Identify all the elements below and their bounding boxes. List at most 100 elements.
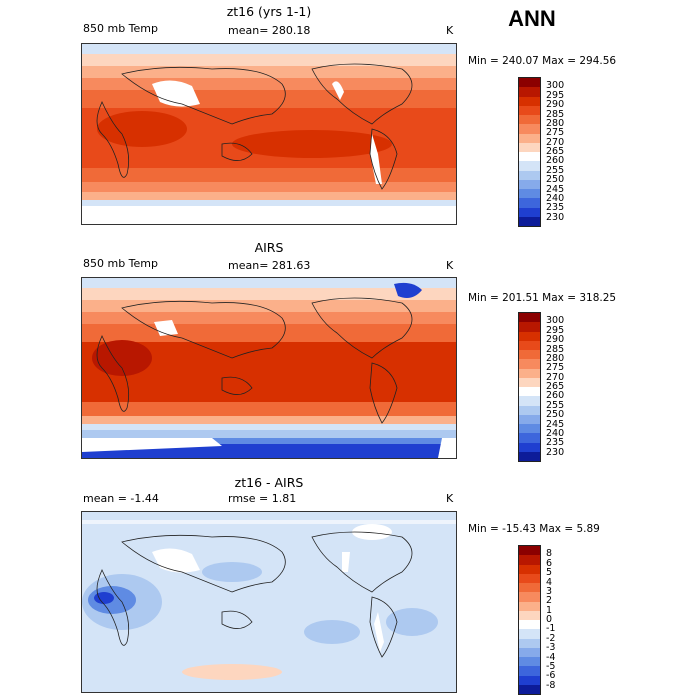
colorbar-tick-label: 3 bbox=[546, 585, 553, 597]
colorbar-tick-label: 280 bbox=[546, 352, 565, 364]
colorbar-tick-label: 245 bbox=[546, 418, 565, 430]
colorbar-swatch bbox=[519, 368, 540, 378]
colorbar-tick-label: 275 bbox=[546, 362, 565, 374]
colorbar-swatch bbox=[519, 657, 540, 667]
colorbar-swatch bbox=[519, 451, 540, 461]
colorbar-tick-label: 300 bbox=[546, 315, 565, 327]
colorbar-swatch bbox=[519, 331, 540, 341]
colorbar-swatch bbox=[519, 142, 540, 152]
colorbar-swatch bbox=[519, 322, 540, 332]
panel-1-units: K bbox=[446, 24, 454, 37]
colorbar-swatch bbox=[519, 340, 540, 350]
panel-3-title: zt16 - AIRS bbox=[234, 475, 304, 490]
colorbar-swatch bbox=[519, 115, 540, 125]
colorbar-tick-label: 295 bbox=[546, 89, 565, 101]
colorbar-tick-label: 285 bbox=[546, 343, 565, 355]
colorbar-tick-label: 2 bbox=[546, 595, 553, 607]
panel-1-variable-label: 850 mb Temp bbox=[83, 22, 159, 35]
colorbar-tick-label: 295 bbox=[546, 324, 565, 336]
colorbar-tick-label: 260 bbox=[546, 390, 565, 402]
colorbar-swatch bbox=[519, 78, 540, 88]
colorbar-swatch bbox=[519, 424, 540, 434]
colorbar-tick-label: 235 bbox=[546, 437, 565, 449]
colorbar-tick-label: 285 bbox=[546, 108, 565, 120]
colorbar-tick-label: 255 bbox=[546, 164, 565, 176]
colorbar-swatch bbox=[519, 610, 540, 620]
colorbar-tick-label: -4 bbox=[546, 651, 556, 663]
colorbar-swatch bbox=[519, 396, 540, 406]
colorbar-swatch bbox=[519, 601, 540, 611]
panel-1-title: zt16 (yrs 1-1) bbox=[226, 4, 312, 19]
colorbar-swatch bbox=[519, 96, 540, 106]
panel-1-mean: mean= 280.18 bbox=[228, 24, 311, 37]
colorbar-swatch bbox=[519, 638, 540, 648]
colorbar-tick-label: 245 bbox=[546, 183, 565, 195]
panel-2-mean: mean= 281.63 bbox=[228, 259, 311, 272]
colorbar-tick-label: -3 bbox=[546, 642, 556, 654]
colorbar-swatch bbox=[519, 198, 540, 208]
colorbar-tick-label: 275 bbox=[546, 127, 565, 139]
panel-2-minmax: Min = 201.51 Max = 318.25 bbox=[468, 292, 617, 304]
panel-2-map bbox=[81, 277, 457, 459]
panel-1-minmax: Min = 240.07 Max = 294.56 bbox=[468, 55, 617, 67]
colorbar-tick-label: 290 bbox=[546, 99, 565, 111]
colorbar-swatch bbox=[519, 442, 540, 452]
colorbar-tick-label: 265 bbox=[546, 146, 565, 157]
colorbar-swatch bbox=[519, 207, 540, 217]
colorbar-swatch bbox=[519, 161, 540, 171]
colorbar-tick-label: -5 bbox=[546, 660, 556, 672]
colorbar-tick-label: 0 bbox=[546, 614, 553, 625]
colorbar-tick-label: 300 bbox=[546, 80, 565, 92]
colorbar-swatch bbox=[519, 647, 540, 657]
panel-2-variable-label: 850 mb Temp bbox=[83, 257, 159, 270]
colorbar-swatch bbox=[519, 675, 540, 685]
colorbar-tick-label: -2 bbox=[546, 632, 556, 644]
colorbar-tick-label: 280 bbox=[546, 117, 565, 129]
colorbar-tick-label: 290 bbox=[546, 334, 565, 346]
colorbar-swatch bbox=[519, 216, 540, 226]
colorbar-swatch bbox=[519, 359, 540, 369]
colorbar-swatch bbox=[519, 87, 540, 97]
colorbar-swatch bbox=[519, 179, 540, 189]
colorbar-swatch bbox=[519, 377, 540, 387]
colorbar-swatch bbox=[519, 189, 540, 199]
colorbar-swatch bbox=[519, 133, 540, 143]
colorbar-swatch bbox=[519, 592, 540, 602]
panel-3-units: K bbox=[446, 492, 454, 505]
colorbar-swatch bbox=[519, 564, 540, 574]
colorbar-tick-label: -8 bbox=[546, 679, 556, 691]
colorbar-tick-label: -1 bbox=[546, 623, 556, 635]
panel-2-title: AIRS bbox=[254, 240, 284, 255]
colorbar-tick-label: 260 bbox=[546, 155, 565, 167]
colorbar-swatch bbox=[519, 414, 540, 424]
colorbar-tick-label: 8 bbox=[546, 548, 553, 560]
colorbar-tick-label: 270 bbox=[546, 371, 565, 383]
colorbar-swatch bbox=[519, 555, 540, 565]
colorbar-tick-label: 1 bbox=[546, 604, 553, 616]
season-label: ANN bbox=[508, 6, 556, 31]
colorbar-swatch bbox=[519, 573, 540, 583]
panel-3-rmse: rmse = 1.81 bbox=[228, 492, 297, 505]
colorbar-swatch bbox=[519, 583, 540, 593]
panel-1-colorbar bbox=[518, 77, 541, 227]
colorbar-tick-label: 255 bbox=[546, 399, 565, 411]
colorbar-swatch bbox=[519, 620, 540, 630]
colorbar-tick-label: 235 bbox=[546, 202, 565, 214]
panel-2-colorbar bbox=[518, 312, 541, 462]
colorbar-swatch bbox=[519, 405, 540, 415]
panel-3-minmax: Min = -15.43 Max = 5.89 bbox=[468, 523, 600, 535]
panel-3-mean: mean = -1.44 bbox=[83, 492, 159, 505]
colorbar-swatch bbox=[519, 546, 540, 556]
colorbar-tick-label: 6 bbox=[546, 557, 553, 569]
panel-1-map bbox=[81, 43, 457, 225]
colorbar-swatch bbox=[519, 684, 540, 694]
colorbar-swatch bbox=[519, 629, 540, 639]
colorbar-swatch bbox=[519, 313, 540, 323]
colorbar-tick-label: 230 bbox=[546, 446, 565, 458]
colorbar-swatch bbox=[519, 666, 540, 676]
colorbar-swatch bbox=[519, 433, 540, 443]
colorbar-swatch bbox=[519, 387, 540, 397]
colorbar-tick-label: 270 bbox=[546, 136, 565, 148]
colorbar-tick-label: 240 bbox=[546, 192, 565, 204]
colorbar-swatch bbox=[519, 170, 540, 180]
